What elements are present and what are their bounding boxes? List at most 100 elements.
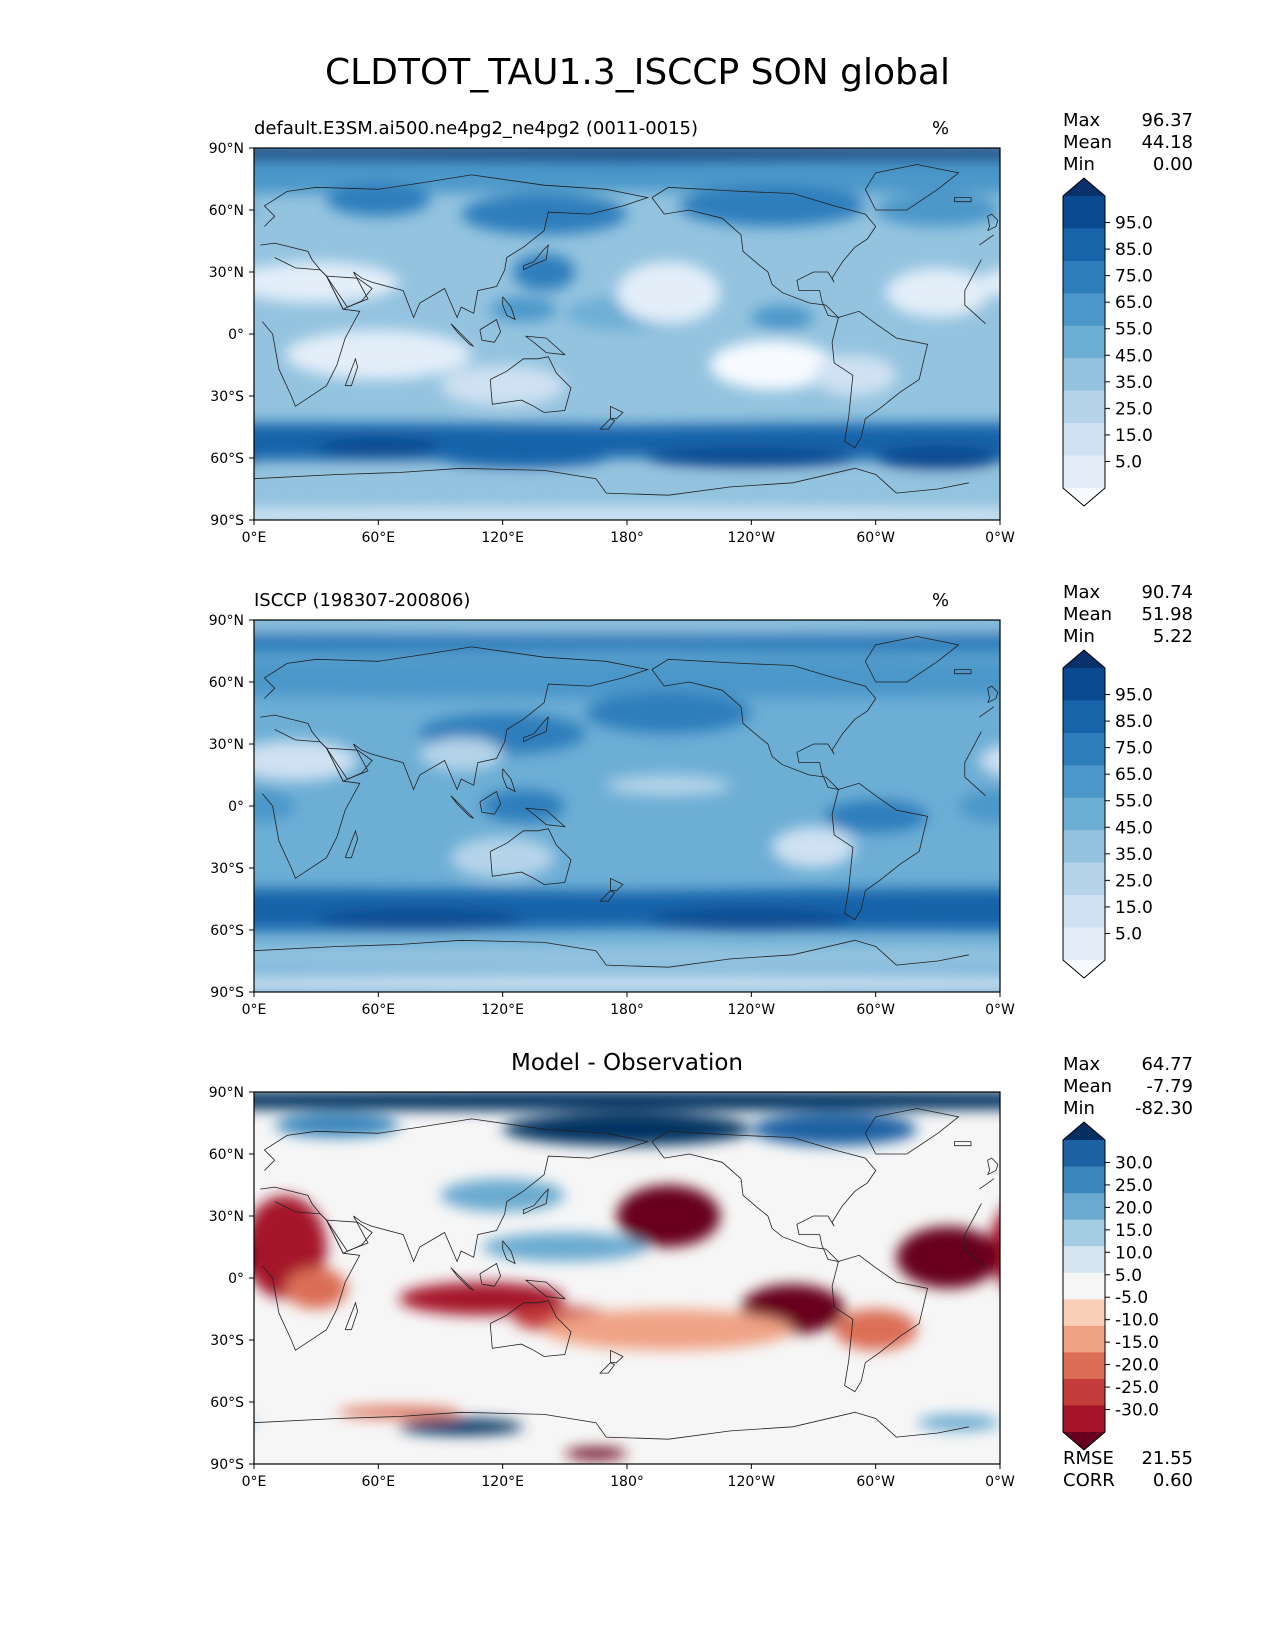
diff-field-patch xyxy=(1187,1179,1275,1212)
model-field-patch xyxy=(751,305,814,330)
diff-field-patch xyxy=(399,1282,565,1316)
lat-tick-label: 60°N xyxy=(209,203,244,219)
max-label: Max xyxy=(1063,582,1101,603)
model-field-patch xyxy=(1031,330,1218,380)
obs-field-patch xyxy=(254,739,358,782)
lat-tick-label: 60°N xyxy=(209,1147,244,1163)
coastline xyxy=(831,1254,928,1393)
coastline xyxy=(326,747,373,782)
diff-field-patch xyxy=(834,1309,918,1351)
obs-field-patch xyxy=(78,800,182,833)
model-field-patch xyxy=(440,447,607,469)
coastline xyxy=(610,1349,624,1364)
obs-field-patch xyxy=(481,789,565,823)
obs-field-patch xyxy=(419,737,503,771)
max-value: 90.74 xyxy=(1141,582,1193,603)
obs-field-patch xyxy=(254,789,296,823)
diff-metrics: RMSE 21.55 CORR 0.60 xyxy=(1063,1448,1193,1492)
coastline xyxy=(987,685,999,704)
lon-tick-label: 0°W xyxy=(985,530,1015,546)
diff-field-patch xyxy=(171,1414,254,1431)
model-field-patch xyxy=(678,185,866,227)
coastline xyxy=(864,164,960,211)
diff-field-patch xyxy=(627,1092,1000,1110)
diff-field-patch xyxy=(399,1418,524,1436)
diff-field-patch xyxy=(336,1406,462,1419)
diff-field xyxy=(171,1092,1275,1464)
obs-panel: ISCCP (198307-200806) % Max 90.74 Mean 51.… xyxy=(0,582,1275,1060)
model-field-patch xyxy=(627,510,1000,520)
lon-tick-label: 0°E xyxy=(242,1002,267,1018)
obs-field-patch xyxy=(254,976,627,991)
diff-field-patch xyxy=(751,1112,918,1146)
coastline xyxy=(651,1130,877,1263)
obs-map: 90°N 60°N 30°N 0° 30°S 60°S 90°S0°E 60°E 120°E 18… xyxy=(78,613,1275,1018)
coastline xyxy=(254,939,969,968)
diff-panel-title: Model - Observation xyxy=(510,1050,744,1076)
model-field-patch xyxy=(316,437,441,458)
lon-tick-label: 60°E xyxy=(361,1002,395,1018)
coastline xyxy=(523,715,549,743)
coastline xyxy=(525,807,567,828)
lat-tick-label: 0° xyxy=(228,327,244,343)
lon-tick-label: 120°W xyxy=(728,530,776,546)
coastline xyxy=(344,357,359,387)
model-field-patch xyxy=(0,185,119,226)
diff-field-patch xyxy=(285,1267,348,1309)
coastline xyxy=(326,275,373,310)
mean-label: Mean xyxy=(1063,604,1113,625)
diff-field-patch xyxy=(896,1226,1000,1289)
lon-tick-label: 60°E xyxy=(361,1474,395,1490)
diff-field-patch xyxy=(1259,1307,1275,1332)
model-field-patch xyxy=(1062,437,1186,458)
diff-field-patch xyxy=(989,1212,1000,1282)
lat-tick-label: 0° xyxy=(228,799,244,815)
diff-field-patch xyxy=(616,1185,721,1247)
model-field-patch xyxy=(254,510,627,520)
obs-field-patch xyxy=(627,659,1000,696)
obs-field-patch xyxy=(1228,789,1275,822)
model-field-patch xyxy=(254,148,627,158)
max-value: 96.37 xyxy=(1141,110,1193,131)
coastline xyxy=(610,405,624,420)
lon-tick-label: 0°W xyxy=(985,1002,1015,1018)
lon-tick-label: 120°E xyxy=(481,1002,524,1018)
coastline xyxy=(610,877,624,892)
model-field-patch xyxy=(0,340,88,390)
lat-tick-label: 0° xyxy=(228,1271,244,1287)
rmse-value: 21.55 xyxy=(1141,1448,1193,1469)
model-field-patch xyxy=(979,268,1000,296)
coastline xyxy=(864,1108,960,1155)
model-field-patch xyxy=(1236,297,1275,322)
lat-tick-label: 60°S xyxy=(210,451,244,467)
obs-field-patch xyxy=(606,775,731,796)
lat-tick-label: 90°S xyxy=(210,1457,244,1473)
model-field-patch xyxy=(875,445,1000,471)
lat-tick-label: 30°N xyxy=(209,265,244,281)
model-field-patch xyxy=(326,183,431,217)
lon-tick-label: 60°W xyxy=(856,1474,895,1490)
model-field-patch xyxy=(1187,448,1275,469)
model-field-patch xyxy=(1207,193,1275,234)
model-field-patch xyxy=(254,478,627,500)
min-value: 5.22 xyxy=(1152,626,1193,647)
diff-field-patch xyxy=(481,1232,648,1262)
model-field-patch xyxy=(886,267,990,318)
mean-value: -7.79 xyxy=(1146,1076,1193,1097)
model-field-patch xyxy=(647,447,855,469)
figure-title: CLDTOT_TAU1.3_ISCCP SON global xyxy=(325,52,950,93)
lat-tick-label: 30°N xyxy=(209,737,244,753)
coastline xyxy=(489,1300,572,1357)
coastline xyxy=(651,186,877,319)
coastline xyxy=(954,197,972,203)
obs-field xyxy=(78,620,1275,992)
lat-tick-label: 90°N xyxy=(209,613,244,629)
obs-field-patch xyxy=(627,620,1000,632)
lon-tick-label: 60°E xyxy=(361,530,395,546)
model-map: 90°N 60°N 30°N 0° 30°S 60°S 90°S0°E 60°E 120°E 18… xyxy=(0,141,1275,546)
diff-field-patch xyxy=(1249,1113,1275,1146)
coastline xyxy=(599,890,616,902)
coastline xyxy=(599,418,616,430)
obs-panel-title: ISCCP (198307-200806) xyxy=(254,590,471,611)
min-label: Min xyxy=(1063,154,1095,175)
